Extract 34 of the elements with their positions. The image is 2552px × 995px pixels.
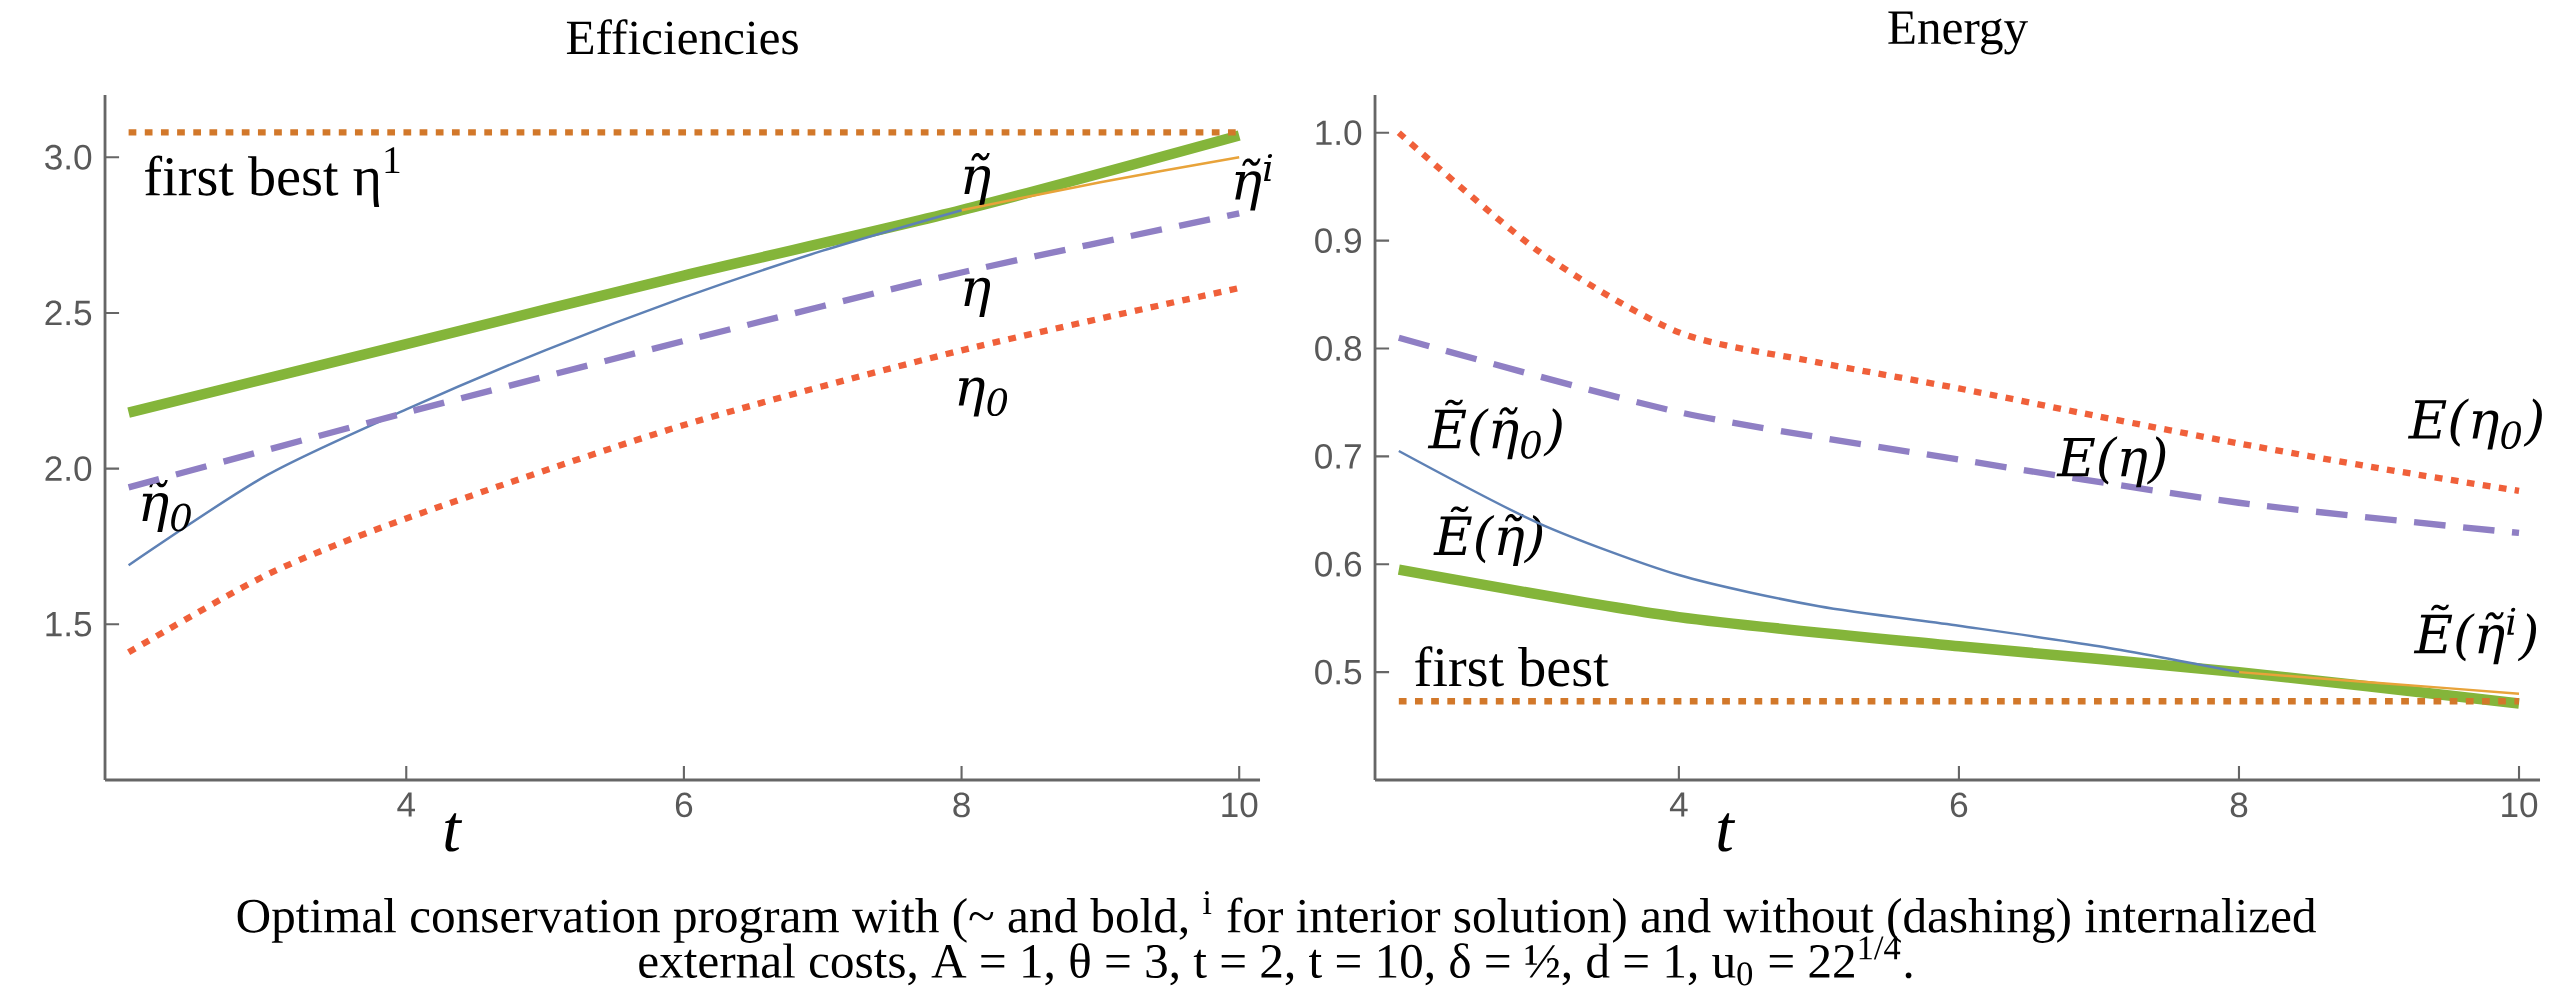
- series-label: η̃$^{i}$: [1235, 153, 1273, 211]
- x-tick-label: 4: [1669, 792, 1688, 817]
- x-axis-title: t: [1718, 813, 1736, 852]
- x-tick-label: 6: [1950, 792, 1968, 818]
- y-tick-label: 1.5: [46, 612, 92, 637]
- y-tick-label: 0.6: [1315, 551, 1362, 577]
- x-tick-label: 8: [953, 792, 970, 818]
- x-tick-label: 4: [397, 792, 416, 817]
- series-label: Ẽ(η̃): [1433, 506, 1543, 566]
- x-tick-label: 6: [675, 792, 693, 818]
- y-tick-label: 3.0: [45, 144, 92, 170]
- series-label: η$_{0}$: [958, 377, 1008, 417]
- series-label: η̃: [964, 153, 991, 206]
- ref-line-label: first best η$^{1}$: [145, 147, 400, 208]
- chart-title: Energy: [1888, 11, 2028, 55]
- ref-line-label: first best: [1415, 646, 1609, 687]
- y-tick-label: 0.8: [1315, 336, 1362, 361]
- y-tick-label: 0.7: [1315, 443, 1361, 469]
- series-label: η: [964, 277, 991, 317]
- x-axis-title: t: [445, 813, 463, 852]
- y-tick-label: 1.0: [1316, 120, 1362, 146]
- series-label: Ẽ(η̃$^{i}$): [2413, 604, 2537, 665]
- x-tick-label: 10: [2502, 792, 2538, 818]
- y-tick-label: 2.0: [45, 456, 92, 482]
- series-label: Ẽ(η̃$_{0}$): [1427, 399, 1562, 460]
- series-label: η̃$_{0}$: [142, 480, 191, 532]
- y-tick-label: 0.5: [1315, 659, 1362, 685]
- chart-title: Efficiencies: [566, 19, 798, 55]
- series-label: E(η$_{0}$): [2407, 398, 2542, 450]
- x-tick-label: 8: [2230, 792, 2248, 818]
- series-label: E(η): [2056, 436, 2166, 488]
- x-tick-label: 10: [1222, 792, 1258, 818]
- y-tick-label: 0.9: [1315, 228, 1361, 254]
- y-tick-label: 2.5: [45, 300, 92, 326]
